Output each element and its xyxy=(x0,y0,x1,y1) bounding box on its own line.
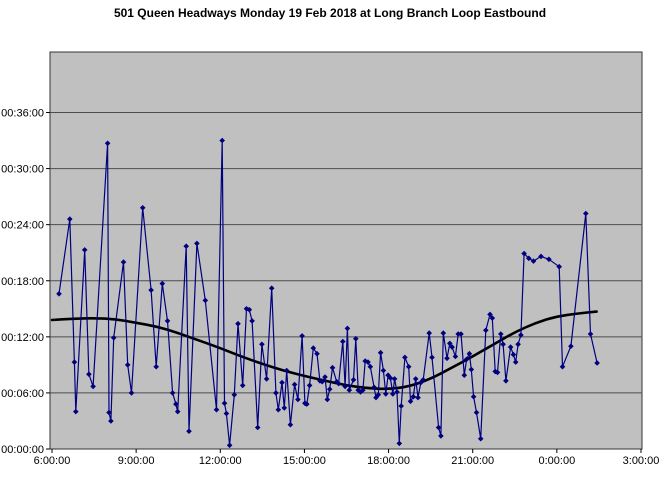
x-axis-label: 0:00:00 xyxy=(539,455,576,467)
headway-line xyxy=(58,139,598,446)
y-axis-label: 00:00:00 xyxy=(1,444,44,456)
y-axis-label: 00:06:00 xyxy=(1,388,44,400)
y-axis-label: 00:36:00 xyxy=(1,108,44,120)
plot-area xyxy=(49,51,643,450)
x-axis-label: 9:00:00 xyxy=(118,455,155,467)
y-axis-label: 00:18:00 xyxy=(1,276,44,288)
x-axis-label: 6:00:00 xyxy=(34,455,71,467)
chart-title: 501 Queen Headways Monday 19 Feb 2018 at… xyxy=(113,6,547,20)
y-axis-label: 00:12:00 xyxy=(1,332,44,344)
y-axis-label: 00:24:00 xyxy=(1,220,44,232)
x-axis-label: 18:00:00 xyxy=(367,455,410,467)
x-axis-label: 21:00:00 xyxy=(451,455,494,467)
x-axis-label: 12:00:00 xyxy=(199,455,242,467)
x-axis-label: 15:00:00 xyxy=(283,455,326,467)
x-axis-label: 3:00:00 xyxy=(623,455,660,467)
y-axis-label: 00:30:00 xyxy=(1,164,44,176)
